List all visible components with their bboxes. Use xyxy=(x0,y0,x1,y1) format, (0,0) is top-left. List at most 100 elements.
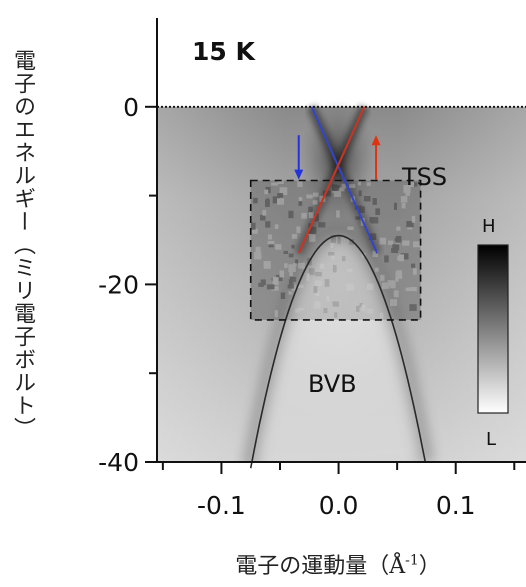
temperature-label: 15 K xyxy=(192,37,256,66)
speckle-cell xyxy=(382,282,390,289)
speckle-cell xyxy=(389,280,396,289)
axes: 0 -20 -40 -0.1 0.0 0.1 xyxy=(98,18,526,520)
speckle-cell xyxy=(265,186,271,194)
speckle-cell xyxy=(271,277,279,281)
speckle-cell xyxy=(291,234,298,239)
speckle-cell xyxy=(369,217,378,223)
speckle-cell xyxy=(278,200,282,205)
colorbar-low-label: L xyxy=(486,429,496,450)
bvb-label: BVB xyxy=(308,370,357,398)
y-tick-label: 0 xyxy=(123,93,139,122)
speckle-cell xyxy=(295,259,299,264)
speckle-cell xyxy=(314,213,319,222)
speckle-cell xyxy=(268,244,274,248)
speckle-cell xyxy=(387,280,394,287)
speckle-cell xyxy=(267,234,272,240)
speckle-cell xyxy=(331,187,337,193)
speckle-cell xyxy=(394,202,397,210)
speckle-cell xyxy=(262,210,267,216)
speckle-cell xyxy=(273,280,279,284)
speckle-cell xyxy=(395,236,402,243)
tss-blue-line xyxy=(310,106,379,254)
speckle-cell xyxy=(357,181,361,186)
speckle-cell xyxy=(265,221,271,228)
speckle-cell xyxy=(413,241,421,248)
speckle-cell xyxy=(308,206,313,213)
speckle-cell xyxy=(395,271,403,279)
speckle-cell xyxy=(309,211,314,219)
speckle-cell xyxy=(266,198,270,205)
speckle-cell xyxy=(308,227,312,235)
speckle-cell xyxy=(275,244,282,250)
speckle-cell xyxy=(284,263,288,268)
speckle-cell xyxy=(276,274,283,282)
speckle-cell xyxy=(358,190,362,197)
speckle-cell xyxy=(370,217,379,224)
speckle-cell xyxy=(290,276,297,282)
speckle-cell xyxy=(312,200,318,205)
speckle-cell xyxy=(280,292,286,299)
speckle-cell xyxy=(271,182,279,186)
speckle-cell xyxy=(258,282,264,287)
x-tick-label: 0.0 xyxy=(319,491,359,520)
speckle-cell xyxy=(291,284,297,291)
speckle-cell xyxy=(274,310,278,318)
speckle-cell xyxy=(298,201,303,206)
speckle-cell xyxy=(272,196,280,204)
speckle-cell xyxy=(393,290,399,298)
speckle-cell xyxy=(279,187,288,195)
speckle-cell xyxy=(267,241,275,245)
speckle-cell xyxy=(265,199,270,207)
speckle-cell xyxy=(271,286,279,291)
speckle-cell xyxy=(331,184,338,191)
speckle-cell xyxy=(263,261,271,269)
speckle-cell xyxy=(355,216,361,220)
speckle-cell xyxy=(251,222,256,230)
speckle-cell xyxy=(264,189,269,195)
speckle-cell xyxy=(301,262,305,269)
zoom-box-outline xyxy=(249,179,422,321)
speckle-cell xyxy=(253,197,258,204)
speckle-cell xyxy=(297,180,303,188)
speckle-cell xyxy=(341,183,347,189)
x-axis-label: 電子の運動量（Å-1） xyxy=(150,548,526,580)
speckle-cell xyxy=(391,247,399,253)
speckle-cell xyxy=(301,212,307,219)
speckle-cell xyxy=(277,198,285,205)
speckle-cell xyxy=(298,197,303,201)
speckle-cell xyxy=(372,198,377,205)
colorbar-high-label: H xyxy=(482,216,496,237)
x-tick-label: 0.1 xyxy=(436,491,476,520)
speckle-cell xyxy=(413,268,417,275)
speckle-cell xyxy=(405,287,411,291)
speckle-cell xyxy=(292,263,297,267)
speckle-cell xyxy=(254,252,262,260)
speckle-cell xyxy=(411,263,416,268)
overlay-marks xyxy=(157,105,526,469)
speckle-cell xyxy=(375,208,380,215)
speckle-cell xyxy=(411,181,415,188)
speckle-cell xyxy=(266,284,275,290)
spin-down-arrow xyxy=(294,135,304,180)
speckle-cell xyxy=(395,276,399,282)
speckle-cell xyxy=(291,244,295,249)
speckle-cell xyxy=(392,244,400,251)
speckle-cell xyxy=(394,237,398,242)
speckle-cell xyxy=(400,196,408,203)
speckle-cell xyxy=(366,182,371,186)
speckle-cell xyxy=(354,205,363,210)
speckle-cell xyxy=(255,246,261,253)
speckle-cell xyxy=(411,215,416,223)
speckle-cell xyxy=(390,299,398,306)
speckle-cell xyxy=(287,284,295,289)
tss-label: TSS xyxy=(401,163,447,191)
speckle-cell xyxy=(414,182,418,187)
speckle-cell xyxy=(388,240,394,245)
speckle-cell xyxy=(406,221,414,228)
speckle-cell xyxy=(288,253,294,258)
speckle-cell xyxy=(372,250,379,257)
speckle-cell xyxy=(395,243,400,250)
x-axis-label-exponent: -1 xyxy=(405,552,419,569)
bvb-inner-box-glow xyxy=(251,235,426,462)
speckle-cell xyxy=(407,223,413,230)
